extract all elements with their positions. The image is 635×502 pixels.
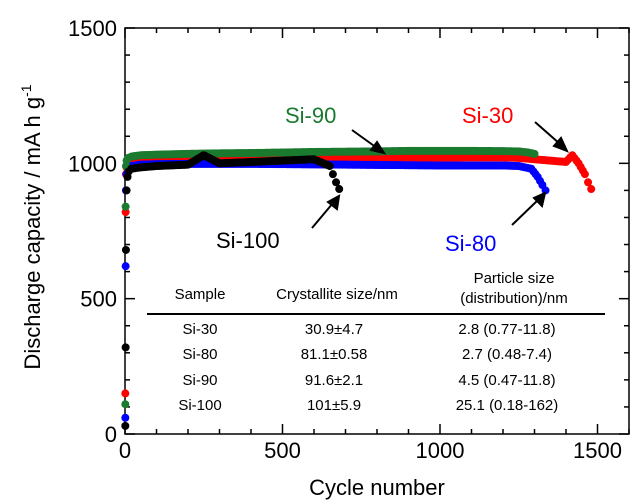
arrow-si-100 [311,202,334,229]
data-point [580,170,589,179]
table-cell: 4.5 (0.47-11.8) [458,372,555,389]
data-point [121,413,130,422]
table-cell: Si-80 [182,346,217,363]
table-cell: 2.8 (0.77-11.8) [458,321,555,338]
inset-table: Sample Crystallite size/nm Particle size… [147,270,605,414]
table-cell: Si-30 [182,321,217,338]
arrow-si-80 [511,199,539,226]
data-point [121,245,130,254]
y-tick-label: 1000 [68,151,117,176]
series-si-100 [121,151,344,430]
arrow-si-30-head [552,136,569,153]
label-si-100: Si-100 [216,228,280,253]
data-point [121,389,130,398]
table-header-particle: Particle size [474,270,555,287]
label-si-30: Si-30 [462,103,513,128]
table-cell: 25.1 (0.18-162) [456,397,559,414]
arrow-si-90 [351,129,378,149]
data-point [121,343,130,352]
data-point [121,400,130,409]
x-tick-label: 1000 [416,438,465,463]
table-cell: 91.6±2.1 [305,372,363,389]
y-axis-title: Discharge capacity / mA h g-1 [18,84,45,369]
table-header-crystallite: Crystallite size/nm [276,286,398,303]
table-cell: Si-100 [178,397,221,414]
table-cell: 101±5.9 [307,397,361,414]
table-header-sample: Sample [175,286,226,303]
x-axis-title: Cycle number [309,475,445,500]
data-point [530,149,539,158]
axis-ticks: 0 500 1000 1500 0 500 1000 1500 [68,16,630,463]
x-tick-label: 1500 [573,438,622,463]
data-point [335,185,344,194]
y-tick-label: 1500 [68,16,117,41]
label-si-80: Si-80 [445,231,496,256]
data-point [587,185,596,194]
data-point [122,186,131,195]
arrow-si-100-head [326,194,341,211]
data-point [121,262,130,271]
table-cell: 2.7 (0.48-7.4) [462,346,552,363]
y-tick-label: 0 [105,422,117,447]
data-point [325,162,334,171]
arrow-si-30 [534,121,561,145]
table-cell: 81.1±0.58 [301,346,368,363]
x-tick-label: 500 [264,438,301,463]
data-point [332,178,341,187]
arrow-si-80-head [532,191,547,208]
data-point [541,186,550,195]
annotation-arrows [311,121,569,229]
label-si-90: Si-90 [285,103,336,128]
data-point [121,202,130,211]
data-points [121,146,596,430]
data-point [584,178,593,187]
table-cell: Si-90 [182,372,217,389]
arrow-si-90-head [369,140,387,155]
table-cell: 30.9±4.7 [305,321,363,338]
data-point [121,421,130,430]
y-tick-label: 500 [80,287,117,312]
x-tick-label: 0 [119,438,131,463]
data-point [328,170,337,179]
table-header-distribution: (distribution)/nm [460,290,568,307]
